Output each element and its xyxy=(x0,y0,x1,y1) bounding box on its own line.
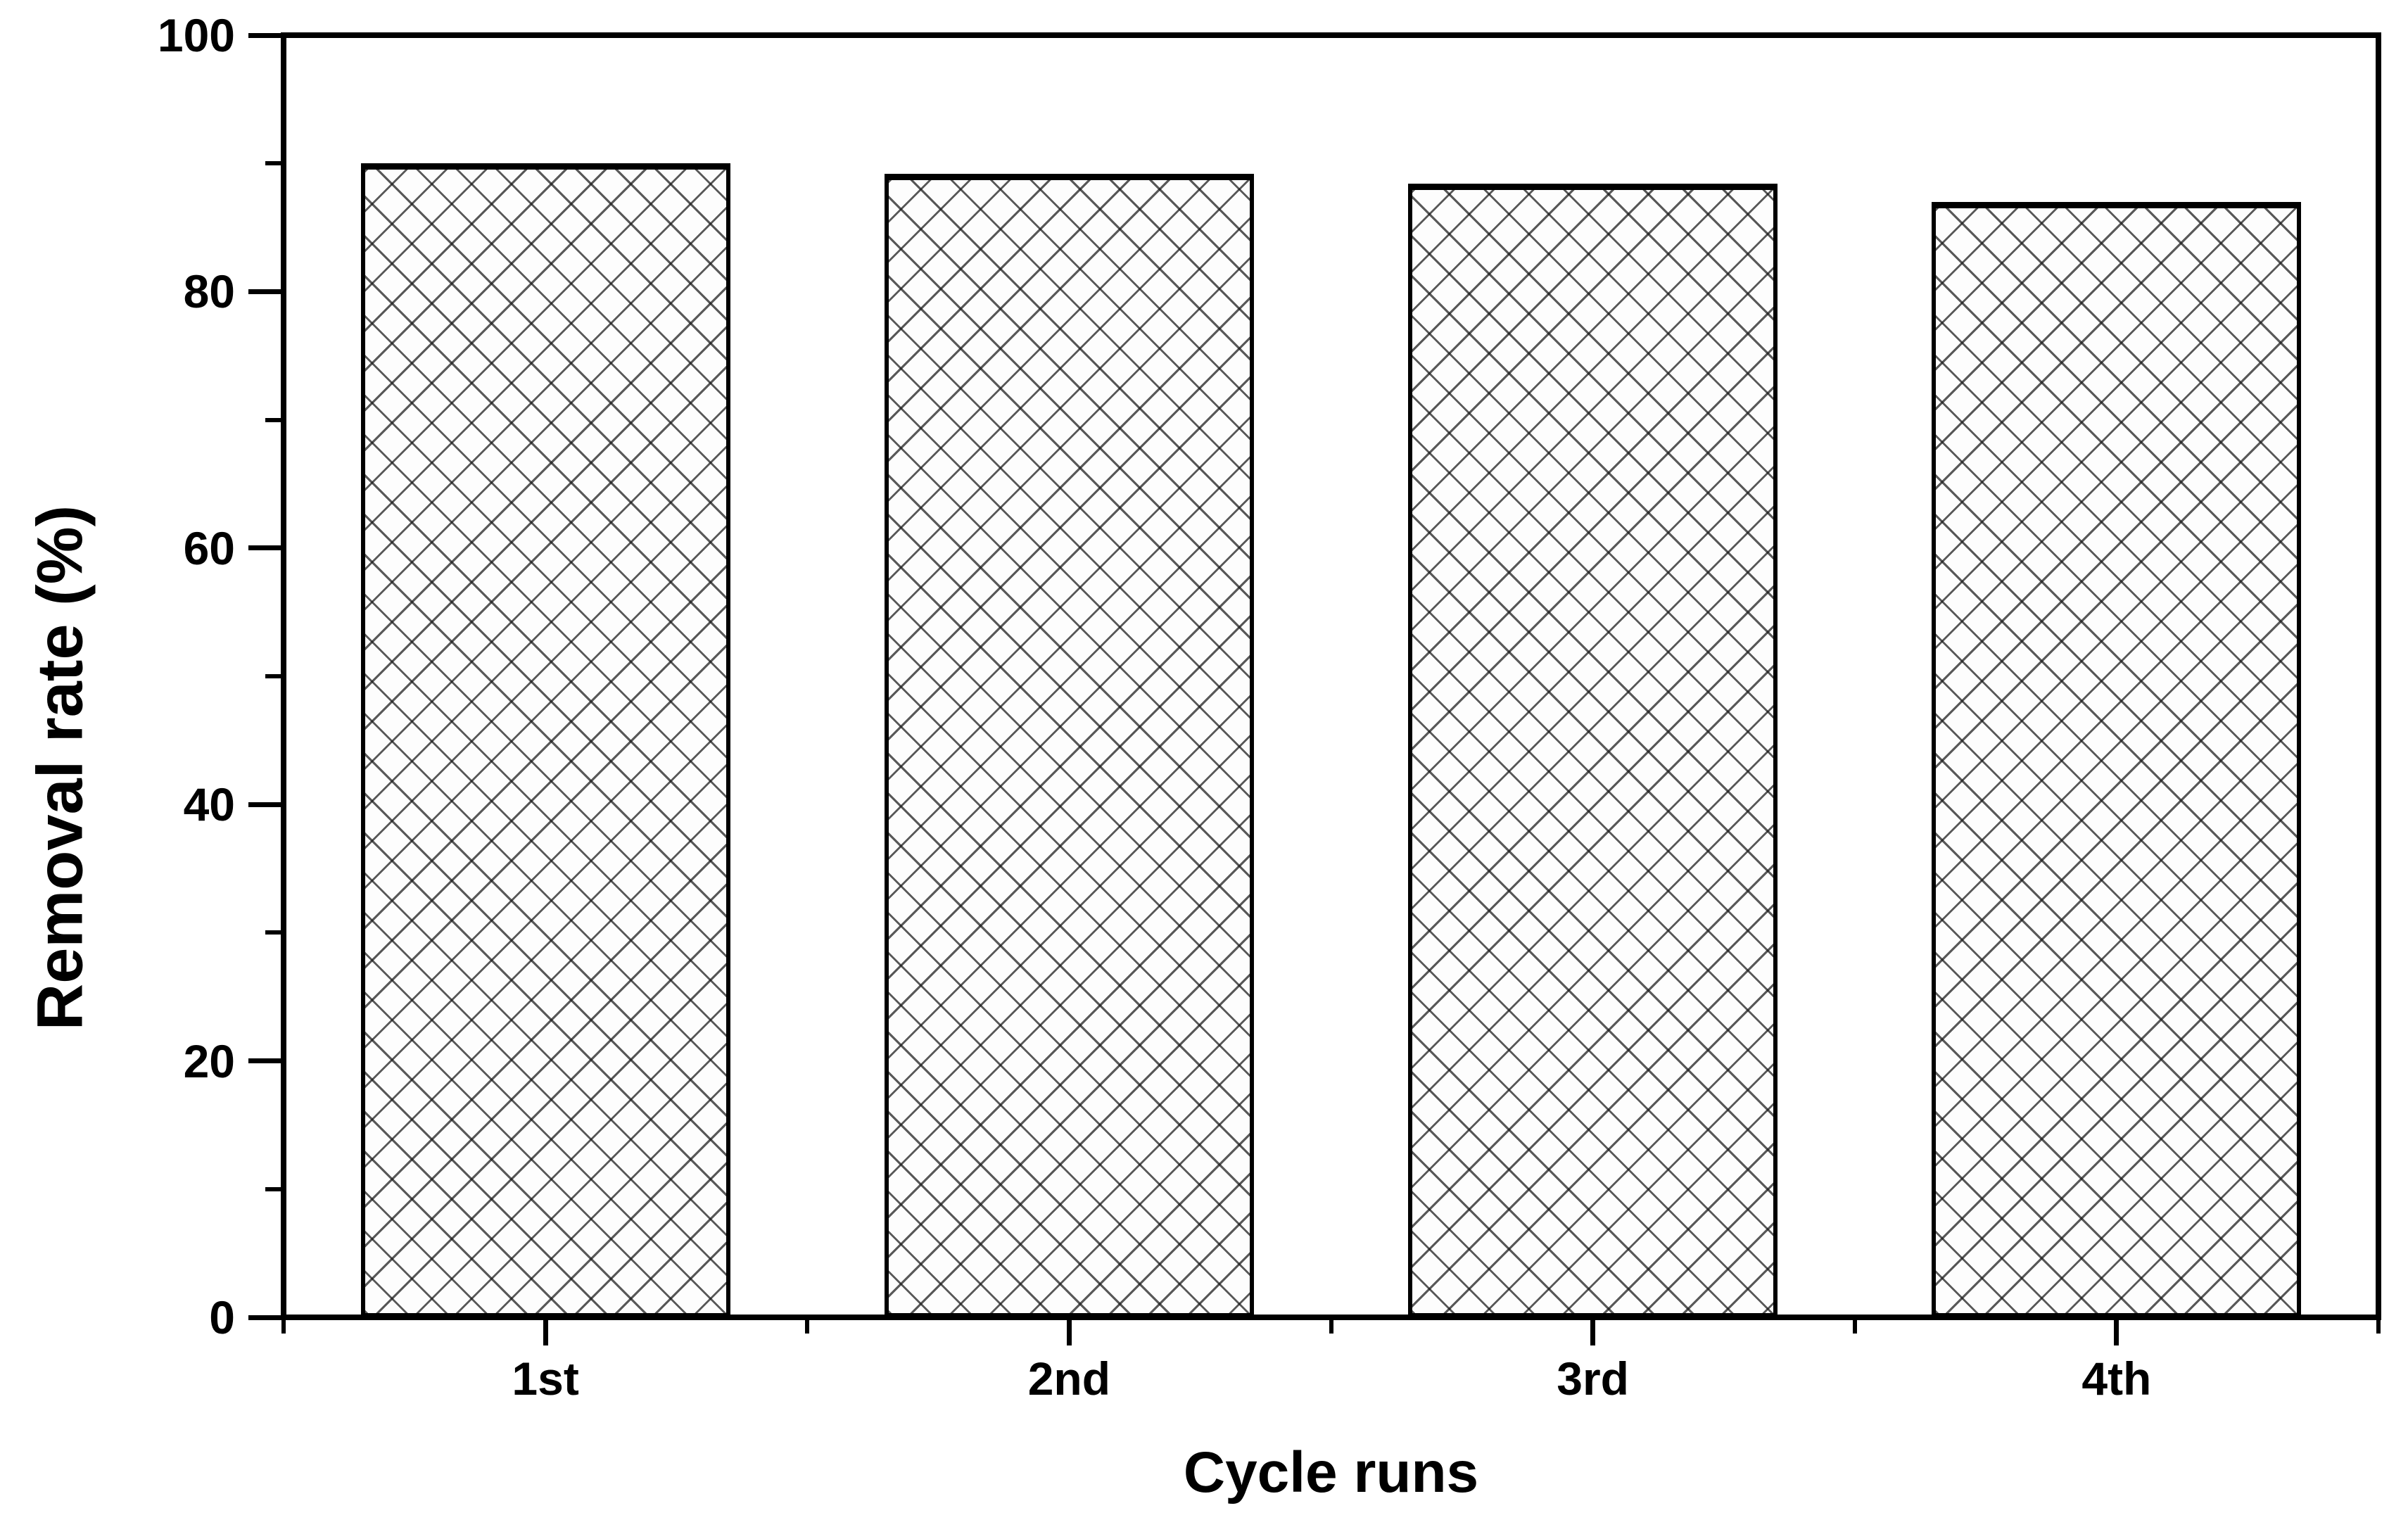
y-tick-label-80: 80 xyxy=(183,265,235,318)
bar-3rd xyxy=(1408,184,1778,1317)
x-minor-tick xyxy=(1852,1317,1857,1334)
y-major-tick xyxy=(248,545,281,551)
y-minor-tick xyxy=(265,674,282,678)
y-minor-tick xyxy=(265,930,282,935)
x-tick-label-2nd: 2nd xyxy=(1027,1353,1111,1405)
bar-4th xyxy=(1932,201,2302,1317)
x-minor-tick xyxy=(281,1317,286,1334)
y-minor-tick xyxy=(265,417,282,422)
x-major-tick xyxy=(543,1317,548,1345)
bar-2nd xyxy=(884,173,1254,1317)
x-major-tick xyxy=(1066,1317,1072,1345)
y-tick-label-100: 100 xyxy=(157,9,235,61)
y-minor-tick xyxy=(265,161,282,166)
y-axis-title: Removal rate (%) xyxy=(24,505,96,1031)
bar-1st xyxy=(360,163,730,1317)
x-minor-tick xyxy=(2376,1317,2381,1334)
y-major-tick xyxy=(248,802,281,807)
y-tick-label-20: 20 xyxy=(183,1034,235,1087)
x-tick-label-3rd: 3rd xyxy=(1557,1353,1629,1405)
x-tick-label-4th: 4th xyxy=(2081,1353,2152,1405)
y-major-tick xyxy=(248,1315,281,1320)
y-tick-label-40: 40 xyxy=(183,778,235,831)
y-tick-label-0: 0 xyxy=(209,1291,235,1343)
y-major-tick xyxy=(248,289,281,294)
y-minor-tick xyxy=(265,1186,282,1191)
x-major-tick xyxy=(2114,1317,2119,1345)
x-minor-tick xyxy=(805,1317,810,1334)
x-axis-title: Cycle runs xyxy=(1183,1440,1479,1505)
y-major-tick xyxy=(248,1058,281,1064)
x-tick-label-1st: 1st xyxy=(512,1353,579,1405)
x-major-tick xyxy=(1590,1317,1596,1345)
x-minor-tick xyxy=(1329,1317,1333,1334)
y-tick-label-60: 60 xyxy=(183,521,235,574)
y-major-tick xyxy=(248,32,281,38)
